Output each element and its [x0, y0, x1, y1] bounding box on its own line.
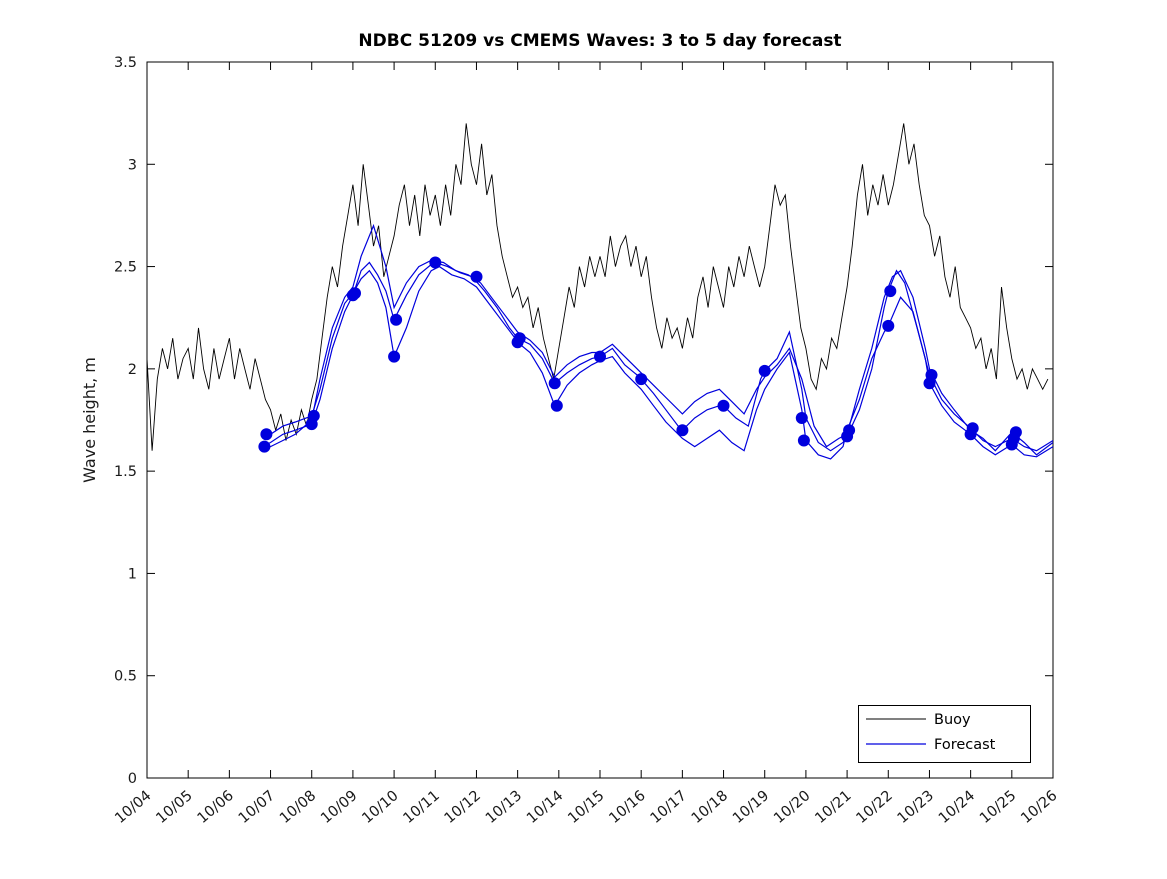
- x-tick-label: 10/15: [565, 788, 607, 827]
- legend-label-forecast: Forecast: [934, 737, 996, 753]
- x-tick-label: 10/17: [648, 788, 690, 827]
- x-tick-label: 10/07: [236, 788, 278, 827]
- x-tick-label: 10/06: [195, 788, 237, 827]
- x-tick-label: 10/04: [112, 788, 154, 827]
- y-tick-label: 1: [128, 566, 137, 582]
- forecast-marker: [388, 350, 401, 363]
- y-tick-label: 3.5: [114, 55, 137, 71]
- y-tick-label: 1.5: [114, 464, 137, 480]
- x-tick-label: 10/25: [977, 788, 1019, 827]
- x-tick-label: 10/16: [606, 788, 648, 827]
- y-tick-label: 0.5: [114, 669, 137, 685]
- forecast-marker: [307, 409, 320, 422]
- y-tick-label: 2: [128, 362, 137, 378]
- x-tick-label: 10/13: [483, 788, 525, 827]
- forecast-marker: [260, 428, 273, 441]
- x-tick-label: 10/20: [771, 788, 813, 827]
- buoy-line: [146, 123, 1049, 451]
- y-axis-label: Wave height, m: [80, 357, 99, 483]
- x-tick-label: 10/09: [318, 788, 360, 827]
- forecast-line-2: [262, 265, 1054, 460]
- x-tick-label: 10/11: [401, 788, 443, 827]
- forecast-line-1: [262, 261, 1054, 452]
- x-tick-label: 10/05: [153, 788, 195, 827]
- x-tick-label: 10/26: [1018, 788, 1060, 827]
- forecast-marker: [717, 399, 730, 412]
- y-tick-label: 3: [128, 157, 137, 173]
- y-tick-label: 0: [128, 771, 137, 787]
- forecast-marker: [429, 256, 442, 269]
- legend-label-buoy: Buoy: [934, 712, 971, 728]
- x-tick-label: 10/12: [442, 788, 484, 827]
- forecast-marker: [797, 434, 810, 447]
- forecast-marker: [966, 422, 979, 435]
- forecast-marker: [882, 319, 895, 332]
- x-tick-label: 10/23: [895, 788, 937, 827]
- legend-box: [858, 705, 1031, 763]
- forecast-marker: [548, 377, 561, 390]
- forecast-marker: [635, 373, 648, 386]
- forecast-marker: [349, 287, 361, 300]
- chart-title: NDBC 51209 vs CMEMS Waves: 3 to 5 day fo…: [358, 31, 841, 51]
- forecast-marker: [594, 350, 606, 363]
- series-layer: [146, 123, 1054, 460]
- forecast-marker: [513, 332, 526, 345]
- forecast-line-3: [262, 223, 1054, 456]
- forecast-marker: [676, 424, 689, 437]
- forecast-marker: [258, 440, 271, 453]
- forecast-marker: [550, 399, 563, 412]
- x-tick-label: 10/18: [689, 788, 731, 827]
- x-tick-label: 10/14: [524, 788, 566, 827]
- x-tick-label: 10/22: [854, 788, 896, 827]
- x-tick-label: 10/10: [359, 788, 401, 827]
- forecast-marker: [925, 369, 938, 381]
- y-tick-label: 2.5: [114, 260, 137, 276]
- forecast-marker: [390, 313, 403, 326]
- forecast-marker: [758, 364, 771, 377]
- forecast-marker: [884, 285, 897, 298]
- x-tick-label: 10/21: [812, 788, 854, 827]
- forecast-marker: [795, 412, 808, 424]
- legend: Buoy Forecast: [858, 705, 1031, 763]
- forecast-marker: [1009, 426, 1022, 439]
- forecast-marker: [470, 270, 483, 283]
- x-tick-label: 10/19: [730, 788, 772, 827]
- x-tick-label: 10/24: [936, 788, 978, 827]
- x-tick-label: 10/08: [277, 788, 319, 827]
- forecast-marker: [843, 424, 856, 437]
